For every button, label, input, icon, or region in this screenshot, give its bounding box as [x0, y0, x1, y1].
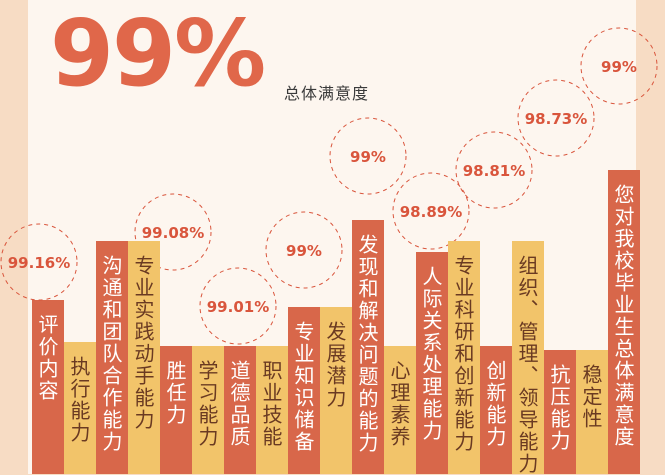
bar-label-12: 人际关系处理能力 — [419, 266, 443, 442]
bar-17 — [576, 350, 608, 474]
value-bubble-6 — [199, 267, 277, 345]
value-label-6: 99.01% — [207, 298, 269, 316]
bar-label-14: 创新能力 — [483, 360, 507, 448]
value-bubble-18 — [580, 27, 658, 105]
bar-2 — [96, 241, 128, 474]
bar-label-5: 学习能力 — [195, 360, 219, 448]
bar-1 — [64, 342, 96, 474]
bar-14 — [480, 346, 512, 474]
bar-label-3: 专业实践动手能力 — [131, 255, 155, 431]
bar-3 — [128, 241, 160, 474]
value-label-13: 98.81% — [463, 162, 525, 180]
bar-13 — [448, 241, 480, 474]
headline-value: 99% — [50, 0, 266, 107]
bar-11 — [384, 346, 416, 474]
value-bubble-10 — [329, 117, 407, 195]
bar-label-11: 心理素养 — [387, 360, 411, 448]
bar-label-16: 抗压能力 — [547, 364, 571, 452]
bar-10 — [352, 220, 384, 474]
bar-0 — [32, 300, 64, 474]
bar-label-4: 胜任力 — [163, 360, 187, 426]
bar-12 — [416, 252, 448, 474]
value-label-10: 99% — [350, 148, 386, 166]
headline-subtitle: 总体满意度 — [284, 84, 370, 103]
value-bubble-8 — [265, 211, 343, 289]
bar-7 — [256, 346, 288, 474]
value-label-12: 98.89% — [400, 203, 462, 221]
bar-label-2: 沟通和团队合作能力 — [99, 255, 123, 453]
bar-8 — [288, 307, 320, 474]
bar-9 — [320, 307, 352, 474]
bar-label-7: 职业技能 — [259, 360, 283, 448]
value-label-8: 99% — [286, 242, 322, 260]
value-bubble-0 — [0, 223, 78, 301]
bar-label-9: 发展潜力 — [323, 321, 347, 409]
value-label-2: 99.08% — [142, 224, 204, 242]
bar-label-0: 评价内容 — [35, 314, 59, 402]
bar-label-17: 稳定性 — [579, 364, 603, 430]
bar-label-15: 组织、管理、领导能力 — [515, 255, 539, 475]
value-label-0: 99.16% — [8, 254, 70, 272]
bar-label-10: 发现和解决问题的能力 — [355, 234, 379, 454]
bar-4 — [160, 346, 192, 474]
value-bubble-15 — [517, 79, 595, 157]
bar-label-1: 执行能力 — [67, 356, 91, 444]
bar-label-13: 专业科研和创新能力 — [451, 255, 475, 453]
value-bubble-13 — [455, 131, 533, 209]
value-label-18: 99% — [601, 58, 637, 76]
value-bubble-12 — [392, 172, 470, 250]
value-bubble-2 — [134, 193, 212, 271]
bar-6 — [224, 346, 256, 474]
bar-18 — [608, 170, 640, 474]
value-label-15: 98.73% — [525, 110, 587, 128]
bar-label-8: 专业知识储备 — [291, 321, 315, 453]
bar-label-6: 道德品质 — [227, 360, 251, 448]
bar-label-18: 您对我校毕业生总体满意度 — [611, 184, 635, 448]
bar-15 — [512, 241, 544, 474]
bar-5 — [192, 346, 224, 474]
bar-16 — [544, 350, 576, 474]
